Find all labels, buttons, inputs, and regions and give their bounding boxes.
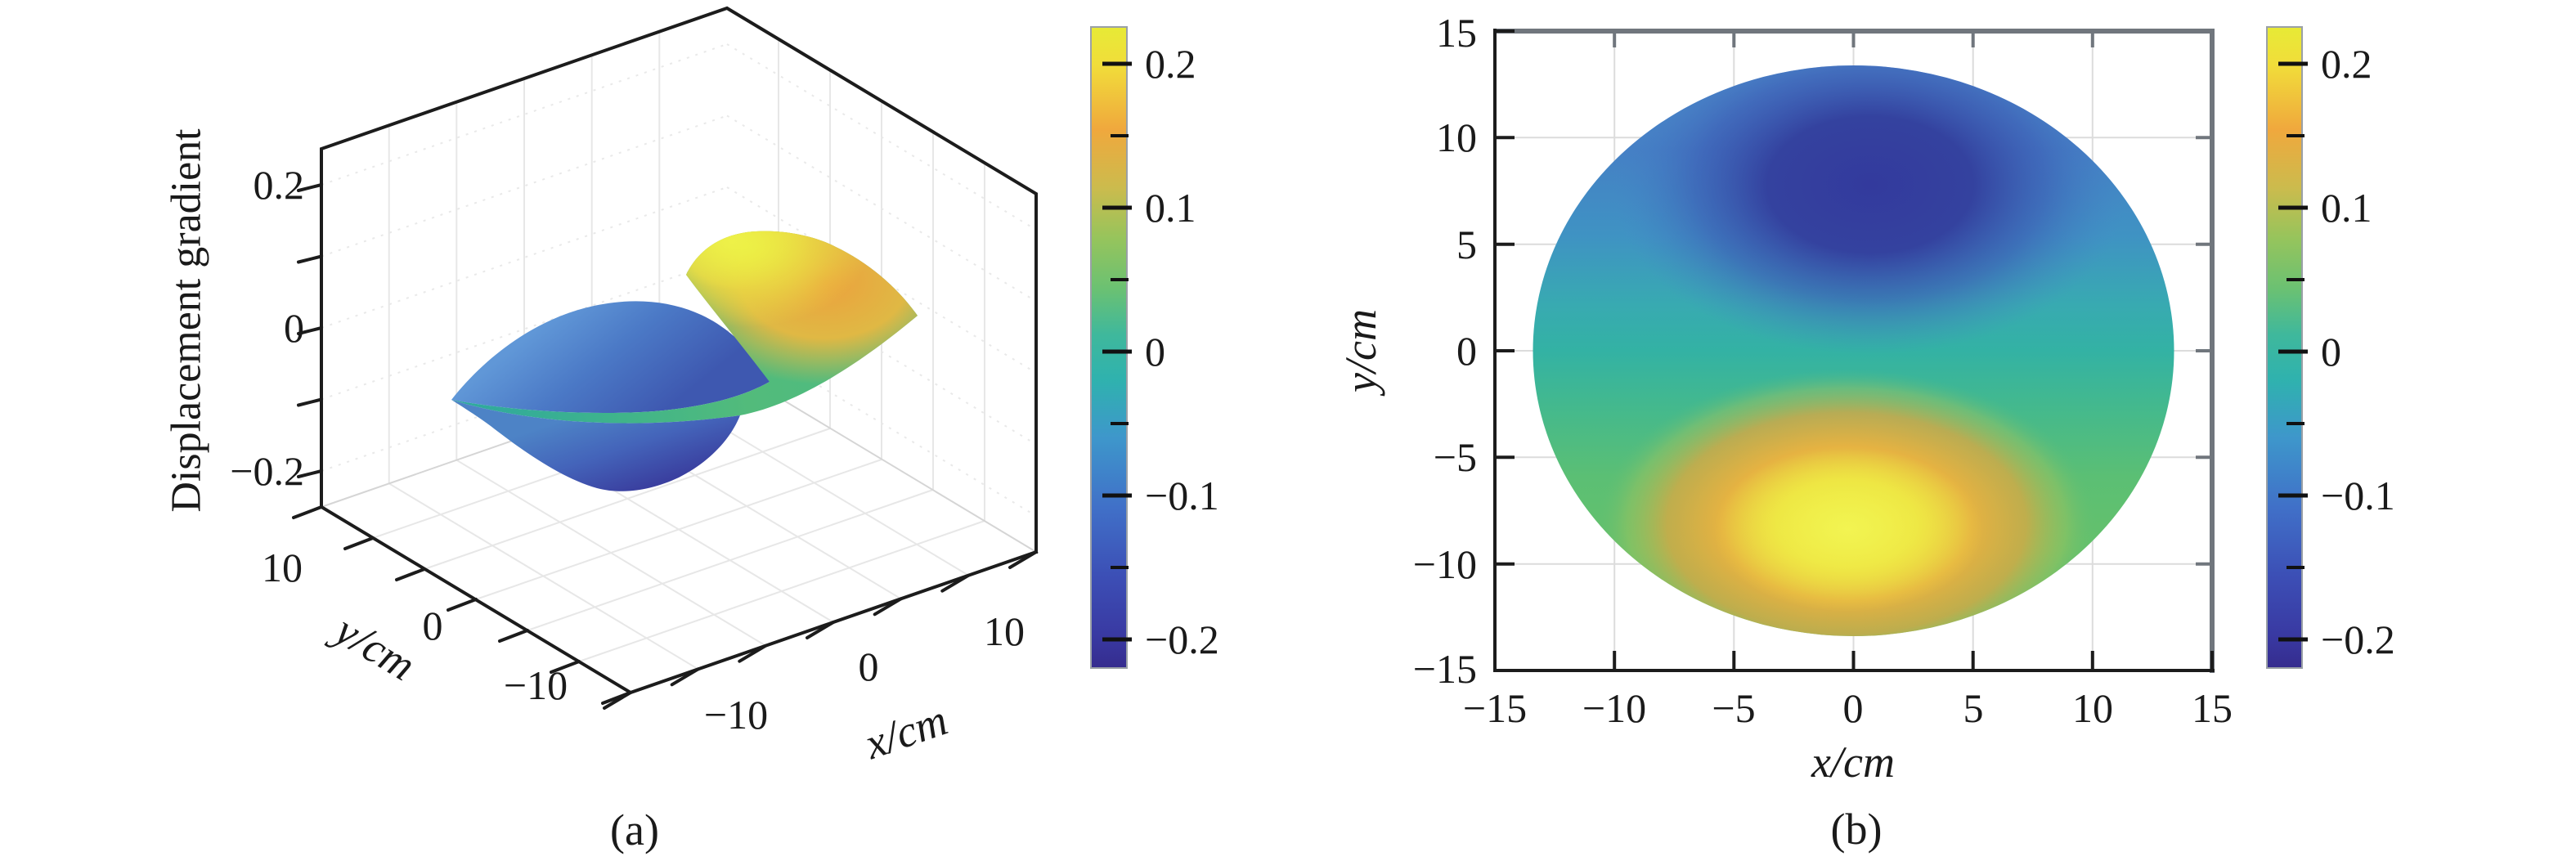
panel-b-ylabel: y/cm (1336, 309, 1385, 397)
panel-b-y-tick-4: −5 (1434, 434, 1477, 480)
panel-b-tag: (b) (1831, 805, 1883, 854)
panel-b-frame (1493, 29, 2215, 673)
panel-a-x-tick-2: 10 (984, 608, 1025, 654)
panel-a-x-tick-0: −10 (704, 692, 768, 738)
panel-a-cbar-tick-3: −0.1 (1145, 473, 1219, 518)
panel-b-x-tick-2: −5 (1712, 685, 1755, 731)
panel-b-x-tick-0: −15 (1463, 685, 1527, 731)
panel-b-y-tick-0: 15 (1436, 10, 1477, 56)
panel-b-y-tick-5: −10 (1413, 541, 1477, 587)
panel-a-zlabel: Displacement gradient (164, 128, 210, 513)
panel-a-z-tick-2: −0.2 (230, 448, 304, 494)
panel-a: 0.2 0 −0.2 Displacement gradient 10 0 −1… (164, 6, 1219, 854)
panel-a-tag: (a) (610, 805, 659, 854)
panel-a-z-tick-0: 0.2 (254, 162, 305, 208)
panel-a-y-tick-2: −10 (504, 662, 568, 708)
heatmap-min-region (1613, 65, 2128, 355)
surface-plot (451, 231, 918, 491)
panel-a-cbar-tick-2: 0 (1145, 329, 1165, 374)
panel-b-cbar-tick-0: 0.2 (2321, 41, 2372, 87)
panel-a-axes (292, 6, 1039, 710)
panel-b-colorbar: 0.2 0.1 0 −0.1 −0.2 (2266, 26, 2395, 669)
panel-a-y-tick-1: 0 (423, 603, 443, 648)
panel-b-y-tick-6: −15 (1413, 646, 1477, 692)
panel-b-y-tick-1: 10 (1436, 114, 1477, 160)
panel-a-cbar-tick-4: −0.2 (1145, 617, 1219, 662)
panel-b: 15 10 5 0 −5 −10 −15 y/cm −15 −10 −5 0 5… (1336, 10, 2395, 854)
panel-b-y-tick-3: 0 (1456, 328, 1477, 374)
panel-a-xlabel: x/cm (858, 695, 954, 769)
heatmap-max-core (1713, 448, 1983, 612)
panel-b-cbar-tick-2: 0 (2321, 329, 2341, 374)
panel-b-cbar-tick-1: 0.1 (2321, 185, 2372, 231)
panel-a-colorbar: 0.2 0.1 0 −0.1 −0.2 (1090, 26, 1219, 669)
panel-a-ylabel: y/cm (324, 603, 424, 690)
panel-b-x-tick-4: 5 (1963, 685, 1984, 731)
panel-b-x-tick-3: 0 (1843, 685, 1864, 731)
surface-front-bowl (451, 400, 740, 491)
panel-a-cbar-tick-0: 0.2 (1145, 41, 1196, 87)
panel-b-xlabel: x/cm (1811, 738, 1895, 787)
panel-a-y-tick-0: 10 (262, 545, 303, 590)
surface-far-rim (451, 301, 770, 414)
panel-b-cbar-tick-4: −0.2 (2321, 617, 2395, 662)
panel-b-y-tick-2: 5 (1456, 222, 1477, 267)
panel-b-x-tick-1: −10 (1582, 685, 1646, 731)
panel-a-z-tick-1: 0 (284, 305, 304, 351)
panel-a-x-tick-1: 0 (859, 644, 879, 689)
heatmap-disc (1533, 65, 2174, 636)
panel-b-cbar-tick-3: −0.1 (2321, 473, 2395, 518)
panel-b-x-tick-5: 10 (2072, 685, 2113, 731)
panel-b-x-tick-6: 15 (2192, 685, 2233, 731)
panel-a-cbar-tick-1: 0.1 (1145, 185, 1196, 231)
